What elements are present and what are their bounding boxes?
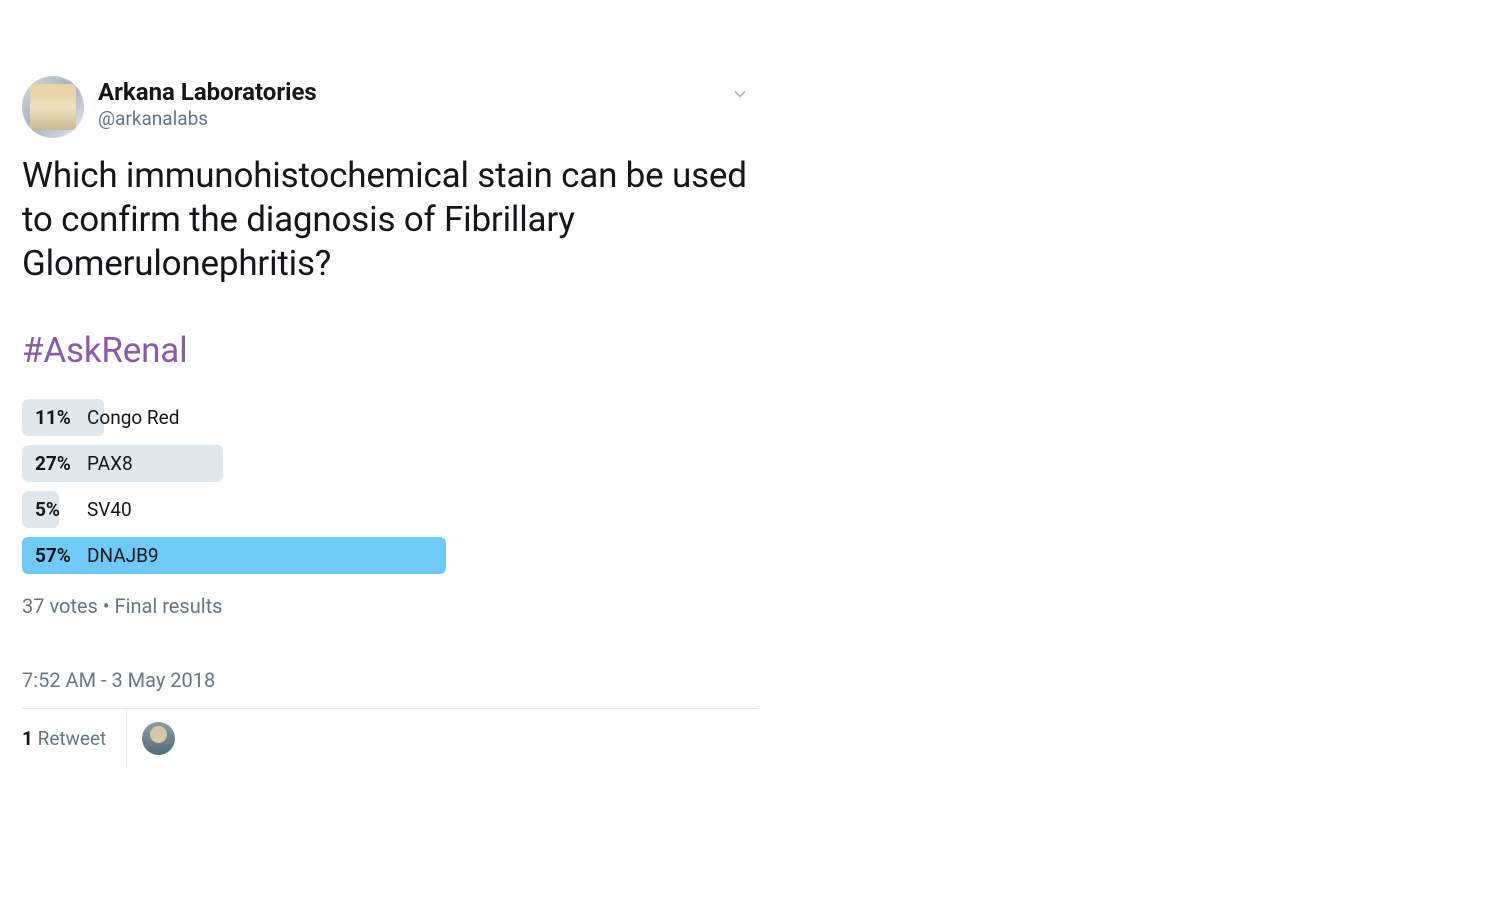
poll: 11%Congo Red27%PAX85%SV4057%DNAJB9 <box>22 399 758 574</box>
poll-option: 57%DNAJB9 <box>22 537 758 574</box>
poll-content: 27%PAX8 <box>22 452 133 475</box>
poll-content: 5%SV40 <box>22 498 132 521</box>
tweet-header: Arkana Laboratories @arkanalabs <box>22 76 758 138</box>
poll-option: 5%SV40 <box>22 491 758 528</box>
poll-label: SV40 <box>87 498 132 521</box>
poll-percent: 5% <box>35 498 85 521</box>
tweet-text: Which immunohistochemical stain can be u… <box>22 154 758 373</box>
poll-label: Congo Red <box>87 406 179 429</box>
user-handle[interactable]: @arkanalabs <box>98 107 317 132</box>
tweet-footer: 1 Retweet <box>22 708 758 768</box>
user-info: Arkana Laboratories @arkanalabs <box>98 76 317 131</box>
chevron-down-icon[interactable] <box>730 84 750 108</box>
poll-percent: 27% <box>35 452 85 475</box>
poll-label: PAX8 <box>87 452 133 475</box>
retweet-label: Retweet <box>33 727 106 750</box>
poll-content: 57%DNAJB9 <box>22 544 159 567</box>
tweet-body-text: Which immunohistochemical stain can be u… <box>22 155 747 284</box>
avatar[interactable] <box>22 76 84 138</box>
hashtag-link[interactable]: #AskRenal <box>22 330 187 371</box>
retweeter-avatar[interactable] <box>142 722 175 755</box>
tweet-timestamp: 7:52 AM - 3 May 2018 <box>22 668 758 692</box>
poll-option: 27%PAX8 <box>22 445 758 482</box>
retweet-count: 1 <box>22 727 33 750</box>
poll-label: DNAJB9 <box>87 544 159 567</box>
poll-option: 11%Congo Red <box>22 399 758 436</box>
display-name[interactable]: Arkana Laboratories <box>98 78 317 107</box>
poll-meta: 37 votes • Final results <box>22 594 758 618</box>
retweet-section[interactable]: 1 Retweet <box>22 709 127 768</box>
poll-percent: 11% <box>35 406 85 429</box>
poll-content: 11%Congo Red <box>22 406 179 429</box>
poll-percent: 57% <box>35 544 85 567</box>
tweet-container: Arkana Laboratories @arkanalabs Which im… <box>0 0 780 790</box>
